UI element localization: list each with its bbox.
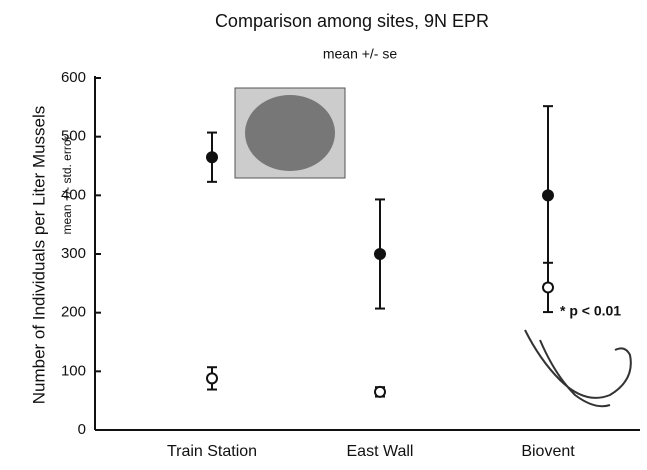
data-point [542, 189, 554, 202]
x-tick-label: Train Station [167, 443, 257, 460]
annotation: * p < 0.01 [560, 303, 621, 319]
chart-subtitle: mean +/- se [323, 46, 398, 62]
y-tick-label: 200 [61, 304, 86, 321]
worm-drawing [524, 329, 632, 408]
y-tick-label: 400 [61, 186, 86, 203]
x-tick-label: Biovent [521, 443, 575, 460]
data-point [374, 248, 386, 260]
y-tick-label: 0 [78, 421, 86, 438]
data-point [206, 151, 218, 164]
y-axis-sublabel: mean +/- std. error [60, 135, 74, 234]
y-axis-label: Number of Individuals per Liter Mussels [29, 106, 48, 405]
y-tick-label: 500 [61, 128, 86, 145]
y-tick-label: 100 [61, 362, 86, 379]
mussel-photo [234, 87, 346, 179]
data-point [542, 281, 554, 294]
x-tick-label: East Wall [347, 443, 414, 460]
y-tick-label: 600 [61, 69, 86, 86]
y-tick-label: 300 [61, 245, 86, 262]
data-point [206, 372, 218, 385]
data-point [374, 385, 386, 398]
chart-title: Comparison among sites, 9N EPR [215, 11, 489, 31]
